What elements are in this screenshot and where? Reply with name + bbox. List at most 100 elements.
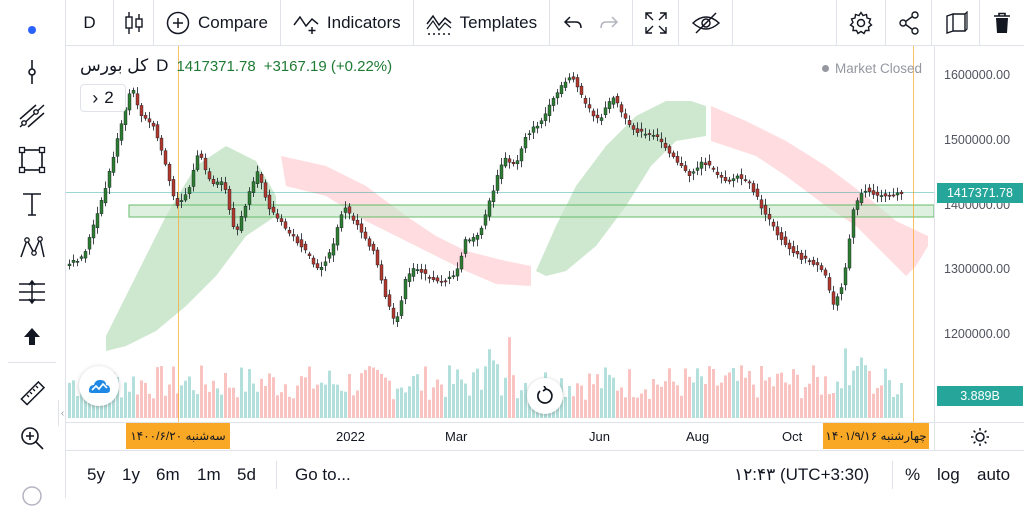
volume-bar — [388, 380, 391, 418]
more-tools-button[interactable] — [12, 478, 52, 514]
candle-body — [467, 239, 472, 242]
candle-body — [175, 198, 180, 206]
volume-bar — [288, 396, 291, 418]
price-axis[interactable]: 1600000.00 1500000.00 1400000.00 1300000… — [934, 46, 1024, 422]
chart-legend[interactable]: کل بورس D 1417371.78 +3167.19 (+0.22%) — [80, 56, 392, 76]
volume-bar — [528, 397, 531, 418]
percent-toggle[interactable]: % — [905, 465, 921, 484]
volume-value-label: 3.889B — [937, 386, 1023, 406]
candle-body — [543, 113, 548, 121]
collapse-toolbar-button[interactable]: ‹ — [58, 400, 66, 426]
settings-button[interactable] — [836, 0, 886, 45]
share-button[interactable] — [886, 0, 932, 45]
time-axis[interactable]: سه‌شنبه ۱۴۰۰/۶/۲۰ 2022 Mar Jun Aug Oct چ… — [66, 422, 934, 450]
volume-bar — [600, 388, 603, 418]
save-layout-button[interactable] — [932, 0, 980, 45]
pitchfork-icon — [19, 104, 45, 128]
candle-body — [255, 171, 260, 184]
prediction-tool[interactable] — [12, 274, 52, 310]
legend-interval: D — [156, 56, 169, 75]
candle-body — [463, 239, 468, 254]
zoom-in-icon — [21, 427, 44, 450]
candle-body — [491, 190, 496, 203]
candle-body — [155, 124, 160, 139]
templates-button[interactable]: Templates — [414, 0, 551, 45]
goto-button[interactable]: Go to... — [295, 465, 351, 484]
range-icon — [19, 279, 45, 305]
candle-body — [807, 260, 812, 262]
range-1y[interactable]: 1y — [122, 465, 140, 484]
volume-bar — [220, 394, 223, 418]
volume-bar — [692, 382, 695, 418]
log-toggle[interactable]: log — [937, 465, 960, 484]
cloud-green-area — [536, 101, 706, 276]
candle-body — [203, 157, 208, 171]
candle-body — [271, 206, 276, 213]
range-6m[interactable]: 6m — [156, 465, 180, 484]
volume-bar — [76, 395, 79, 418]
chart-type-button[interactable] — [114, 0, 154, 45]
hide-drawings-button[interactable] — [679, 0, 734, 45]
trend-line-tool[interactable] — [12, 54, 52, 90]
candle-body — [447, 276, 452, 280]
reset-chart-button[interactable] — [527, 378, 563, 414]
volume-bar — [464, 383, 467, 418]
candle-body — [883, 193, 888, 197]
volume-bar — [424, 366, 427, 418]
candle-body — [671, 152, 676, 157]
shapes-tool[interactable] — [12, 142, 52, 178]
time-tick: Mar — [445, 429, 468, 444]
zoom-tool[interactable] — [12, 420, 52, 456]
candle-body — [515, 160, 520, 165]
candle-body — [875, 191, 880, 196]
candle-body — [851, 209, 856, 238]
compare-button[interactable]: Compare — [154, 0, 281, 45]
cursor-dot-tool[interactable] — [12, 12, 52, 48]
market-status-label: Market Closed — [835, 61, 923, 76]
candle-body — [483, 214, 488, 226]
redo-icon[interactable] — [598, 13, 620, 33]
axis-settings-button[interactable] — [934, 422, 1024, 450]
volume-bar — [204, 384, 207, 418]
pattern-tool[interactable] — [12, 230, 52, 266]
candle-body — [231, 208, 236, 227]
candle-body — [443, 280, 448, 283]
candle-body — [747, 181, 752, 184]
candle-body — [799, 252, 804, 260]
volume-bar — [392, 399, 395, 418]
volume-bar — [212, 380, 215, 418]
volume-bar — [252, 383, 255, 418]
indicators-button[interactable]: Indicators — [281, 0, 414, 45]
volume-bar — [660, 386, 663, 418]
drawing-toolbar: ‹ — [0, 0, 66, 506]
candle-body — [679, 162, 684, 166]
auto-toggle[interactable]: auto — [977, 465, 1011, 484]
candle-body — [755, 188, 760, 197]
fullscreen-button[interactable] — [633, 0, 680, 45]
history-controls — [550, 0, 634, 45]
candle-body — [223, 182, 228, 190]
range-5y[interactable]: 5y — [87, 465, 105, 484]
volume-bar — [156, 367, 159, 418]
indicators-label: Indicators — [326, 12, 401, 32]
time-tick: 2022 — [336, 429, 365, 444]
tradingview-logo-button[interactable] — [79, 366, 119, 406]
candle-body — [863, 190, 868, 193]
volume-bar — [800, 398, 803, 418]
chart-pane[interactable] — [66, 46, 934, 422]
candle-body — [731, 178, 736, 182]
volume-bar — [580, 385, 583, 418]
measure-tool[interactable] — [12, 376, 52, 412]
delete-button[interactable] — [980, 0, 1024, 45]
interval-button[interactable]: D — [66, 0, 114, 45]
text-tool[interactable] — [12, 186, 52, 222]
indicators-toggle[interactable]: › 2 — [80, 84, 126, 112]
candle-body — [815, 262, 820, 266]
range-5d[interactable]: 5d — [237, 465, 256, 484]
timezone-button[interactable]: ۱۲:۴۳ (UTC+3:30) — [734, 465, 870, 484]
candle-body — [387, 294, 392, 307]
hide-toolbar-button[interactable] — [12, 318, 52, 354]
undo-icon[interactable] — [562, 13, 584, 33]
range-1m[interactable]: 1m — [197, 465, 221, 484]
fib-tool[interactable] — [12, 98, 52, 134]
